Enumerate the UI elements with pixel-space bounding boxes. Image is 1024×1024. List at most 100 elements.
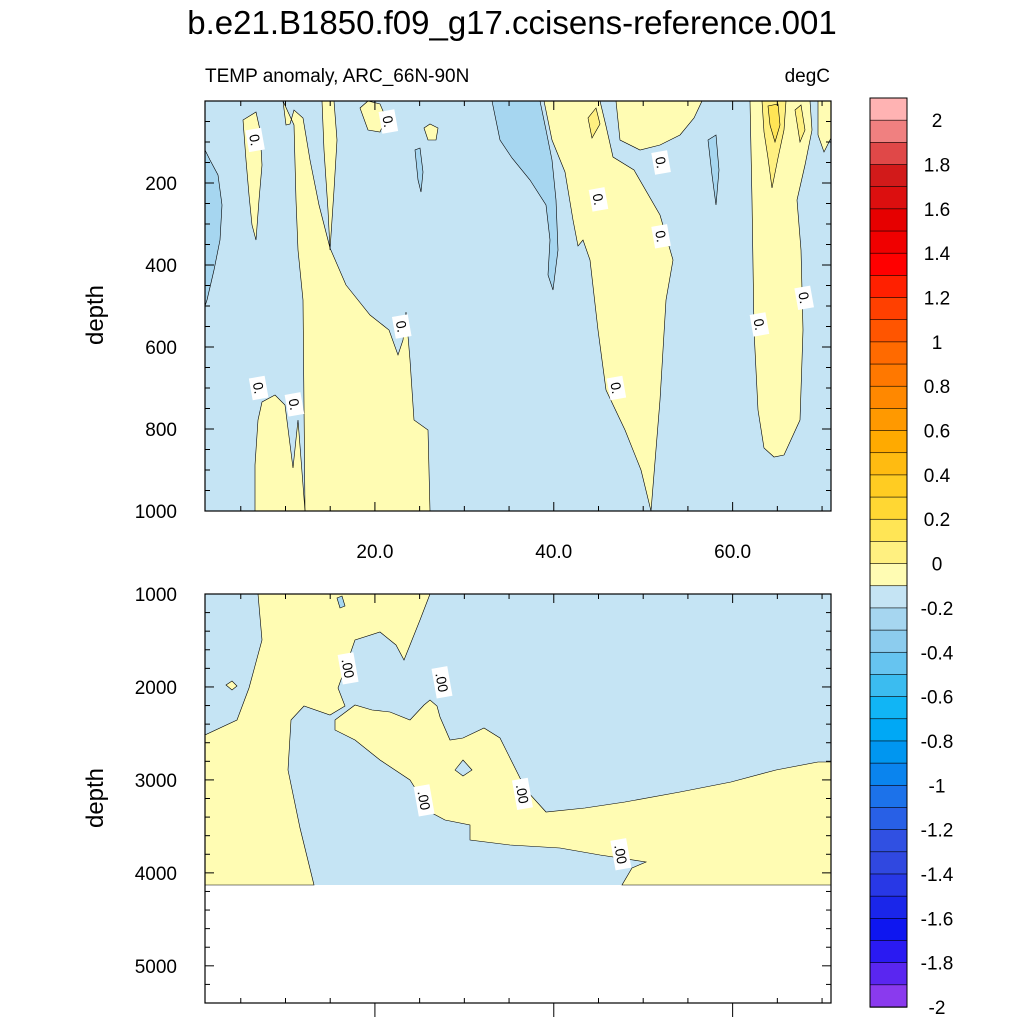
colorbar-label: -0.6 xyxy=(921,688,954,709)
colorbar-swatch xyxy=(869,363,908,387)
colorbar-label: 1.6 xyxy=(924,200,950,221)
contour-label-box xyxy=(794,285,814,311)
contour-label: .00 xyxy=(413,784,435,817)
y-tick-label: 3000 xyxy=(135,771,177,792)
colorbar-swatch xyxy=(869,164,908,188)
contour-label-box xyxy=(337,652,359,685)
colorbar-swatch xyxy=(869,762,908,786)
upper-subtitle-left: TEMP anomaly, ARC_66N-90N xyxy=(205,66,469,87)
y-tick-label: 1000 xyxy=(135,585,177,606)
contour-label: 0. xyxy=(245,127,265,153)
contour-label-text: 0. xyxy=(393,319,411,333)
lower-positive-region xyxy=(334,699,832,886)
colorbar-swatch xyxy=(869,851,908,875)
contour-label: .00 xyxy=(511,777,533,811)
contour-label: .00 xyxy=(610,838,632,871)
colorbar-swatch xyxy=(869,474,908,498)
colorbar-swatch xyxy=(869,585,908,609)
upper-positive-region xyxy=(254,394,306,512)
contour-label-box xyxy=(391,314,412,339)
colorbar-swatch xyxy=(869,807,908,831)
colorbar-frame xyxy=(869,97,908,1008)
y-tick-label: 600 xyxy=(145,338,177,359)
colorbar-swatch xyxy=(869,186,908,210)
contour-label-box xyxy=(413,784,435,817)
contour-label: 0. xyxy=(378,109,399,134)
colorbar-swatch xyxy=(869,829,908,853)
colorbar-swatch xyxy=(869,563,908,587)
contour-label-box xyxy=(588,187,609,212)
colorbar-swatch xyxy=(869,607,908,631)
contour-label-text: .00 xyxy=(432,671,451,693)
contour-label: 0. xyxy=(588,187,609,212)
lower-y-axis: 1000 2000 3000 4000 5000 xyxy=(135,585,831,1004)
contour-label: .00 xyxy=(337,652,359,685)
upper-positive-region xyxy=(423,123,439,141)
colorbar-label: 2 xyxy=(932,111,943,132)
lower-positive-region xyxy=(204,593,431,886)
contour-label-box xyxy=(378,109,399,134)
contour-label-box xyxy=(431,666,453,699)
colorbar-label: 0 xyxy=(932,555,943,576)
colorbar-swatch xyxy=(869,142,908,166)
lower-small-feature xyxy=(225,680,238,691)
contour-label-box xyxy=(610,838,632,871)
contour-label-box xyxy=(606,375,627,401)
colorbar-swatch xyxy=(869,341,908,365)
upper-positive-region xyxy=(749,100,813,458)
colorbar-swatch xyxy=(869,97,908,121)
upper-positive-region xyxy=(321,100,338,251)
colorbar-swatch xyxy=(869,651,908,676)
colorbar-label: -1.2 xyxy=(921,821,954,842)
contour-label-text: 0. xyxy=(246,133,264,147)
colorbar-swatch xyxy=(869,297,908,321)
contour-label: 0. xyxy=(284,392,305,417)
colorbar-swatch xyxy=(869,674,908,698)
contour-label-text: 0. xyxy=(652,229,670,243)
upper-contour-labels: 0. 0. 0. 0. 0. 0. 0. 0. 0. 0. 0. xyxy=(245,109,814,417)
y-tick-label: 200 xyxy=(145,174,177,195)
colorbar-swatch xyxy=(869,496,908,520)
upper-y-axis-label: depth xyxy=(82,285,109,345)
colorbar-label: -2 xyxy=(929,998,946,1019)
contour-label: 0. xyxy=(606,375,627,401)
contour-label-text: 0. xyxy=(751,317,769,331)
colorbar-swatch xyxy=(869,518,908,543)
colorbar-label: -0.8 xyxy=(921,732,954,753)
y-tick-label: 5000 xyxy=(135,957,177,978)
contour-label: 0. xyxy=(651,150,671,175)
colorbar-label: -0.4 xyxy=(921,643,954,664)
colorbar-swatch xyxy=(869,541,908,565)
upper-positive-region xyxy=(282,100,431,512)
lower-small-feature xyxy=(454,759,473,777)
upper-x-axis: 20.0 40.0 60.0 xyxy=(240,101,823,563)
upper-positive-region xyxy=(615,100,703,151)
contour-label-text: 0. xyxy=(652,155,670,169)
colorbar-swatch xyxy=(869,718,908,742)
upper-positive-region xyxy=(543,100,674,512)
colorbar-swatch xyxy=(869,629,908,653)
colorbar-label: 1 xyxy=(932,333,943,354)
colorbar-swatch xyxy=(869,319,908,343)
contour-label: 0. xyxy=(749,312,770,337)
contour-label-box xyxy=(511,777,533,811)
colorbar-swatch xyxy=(869,230,908,254)
colorbar-swatch xyxy=(869,984,908,1008)
upper-negative-patch xyxy=(204,149,223,307)
contour-label-text: .00 xyxy=(415,789,434,811)
colorbar-swatch xyxy=(869,740,908,764)
colorbar-swatch xyxy=(869,275,908,299)
colorbar-label: -1.6 xyxy=(921,909,954,930)
contour-label-text: 0. xyxy=(795,291,813,305)
x-tick-label: 20.0 xyxy=(356,542,393,563)
upper-negative-patch xyxy=(414,147,424,193)
y-tick-label: 800 xyxy=(145,420,177,441)
colorbar-swatch xyxy=(869,408,908,432)
contour-label: 0. xyxy=(651,224,671,249)
colorbar-label: 0.6 xyxy=(924,422,950,443)
upper-negative-patch xyxy=(707,134,720,206)
contour-label: 0. xyxy=(248,375,269,401)
contour-label-text: 0. xyxy=(607,381,625,395)
contour-label: .00 xyxy=(431,666,453,699)
